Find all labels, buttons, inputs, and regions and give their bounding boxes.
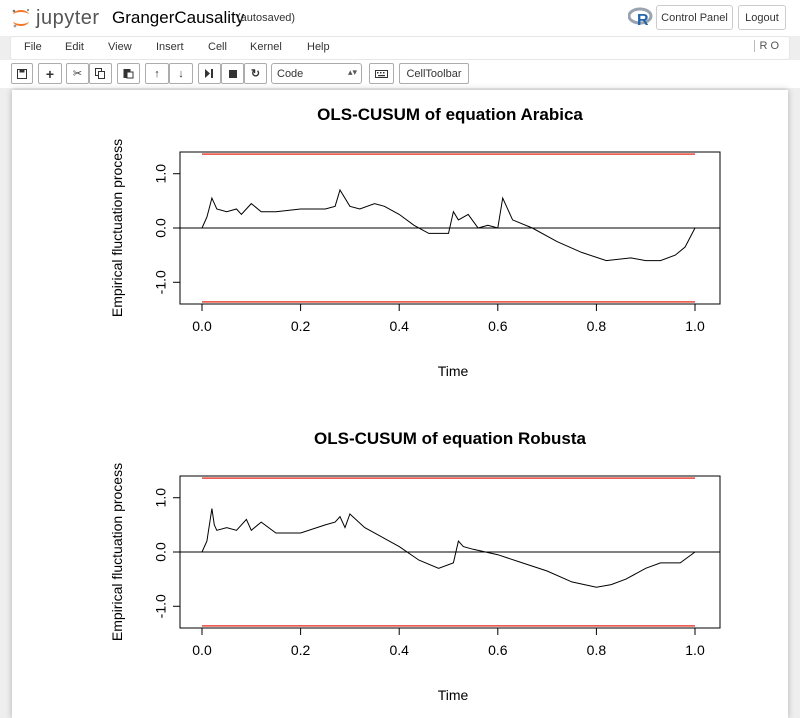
restart-icon: ↻ bbox=[250, 68, 261, 80]
x-tick-label: 0.0 bbox=[192, 318, 212, 334]
chart-title: OLS-CUSUM of equation Arabica bbox=[317, 105, 583, 124]
keyboard-icon bbox=[375, 69, 388, 78]
move-up-icon: ↑ bbox=[154, 67, 160, 80]
control-panel-button[interactable]: Control Panel bbox=[656, 5, 733, 30]
save-icon bbox=[17, 68, 27, 79]
menu-cell[interactable]: Cell bbox=[208, 41, 227, 53]
restart-button[interactable]: ↻ bbox=[244, 63, 267, 84]
run-icon bbox=[205, 69, 213, 78]
notebook-area: OLS-CUSUM of equation Arabica 0.0 0.2 0.4 0.… bbox=[12, 90, 788, 718]
celltoolbar-button[interactable]: CellToolbar bbox=[399, 63, 469, 84]
header: jupyter GrangerCausality (autosaved) R C… bbox=[0, 0, 800, 36]
menu-file[interactable]: File bbox=[24, 41, 42, 53]
y-tick-label: 1.0 bbox=[153, 488, 169, 508]
chart-1: OLS-CUSUM of equation Robusta 0.0 0.2 0.4 0.… bbox=[109, 429, 721, 703]
y-tick-label: 1.0 bbox=[153, 164, 169, 184]
y-tick-label: 0.0 bbox=[153, 218, 169, 238]
menu-help[interactable]: Help bbox=[307, 41, 330, 53]
copy-icon bbox=[95, 68, 105, 79]
y-axis-label: Empirical fluctuation process bbox=[109, 463, 125, 641]
kernel-indicator: R O bbox=[754, 40, 779, 52]
move-up-button[interactable]: ↑ bbox=[145, 63, 169, 84]
paste-icon bbox=[123, 69, 134, 79]
menu-view[interactable]: View bbox=[108, 41, 132, 53]
x-tick-label: 0.6 bbox=[488, 318, 508, 334]
r-kernel-logo-icon: R bbox=[628, 7, 653, 28]
svg-text:R: R bbox=[637, 12, 649, 28]
select-chevron-icon: ▴▾ bbox=[347, 67, 357, 77]
x-tick-label: 0.2 bbox=[291, 318, 311, 334]
y-axis-label: Empirical fluctuation process bbox=[109, 139, 125, 317]
x-axis-label: Time bbox=[438, 363, 469, 379]
cusum-series-line bbox=[201, 508, 696, 588]
run-button[interactable] bbox=[198, 63, 221, 84]
save-button[interactable] bbox=[11, 63, 33, 84]
x-tick-label: 1.0 bbox=[685, 642, 705, 658]
toolbar: + ✂ ↑ ↓ ↻ Code ▴▾ CellToolbar bbox=[0, 60, 800, 88]
x-tick-label: 0.6 bbox=[488, 642, 508, 658]
x-tick-label: 0.2 bbox=[291, 642, 311, 658]
x-tick-label: 0.4 bbox=[389, 318, 409, 334]
y-tick-label: 0.0 bbox=[153, 542, 169, 562]
x-tick-label: 0.8 bbox=[587, 318, 607, 334]
stop-icon bbox=[228, 69, 237, 78]
move-down-icon: ↓ bbox=[178, 67, 184, 80]
logo-text: jupyter bbox=[36, 6, 100, 29]
copy-button[interactable] bbox=[89, 63, 112, 84]
autosave-status: (autosaved) bbox=[237, 12, 296, 24]
stop-button[interactable] bbox=[221, 63, 244, 84]
paste-button[interactable] bbox=[117, 63, 140, 84]
move-down-button[interactable]: ↓ bbox=[169, 63, 193, 84]
x-tick-label: 0.8 bbox=[587, 642, 607, 658]
keyboard-button[interactable] bbox=[369, 63, 394, 84]
notebook-name[interactable]: GrangerCausality bbox=[112, 8, 245, 27]
cell-type-select[interactable]: Code ▴▾ bbox=[271, 63, 362, 84]
x-tick-label: 0.0 bbox=[192, 642, 212, 658]
chart-0: OLS-CUSUM of equation Arabica 0.0 0.2 0.4 0.… bbox=[109, 105, 721, 379]
cusum-plots: OLS-CUSUM of equation Arabica 0.0 0.2 0.4 0.… bbox=[109, 105, 721, 703]
jupyter-logo[interactable]: jupyter bbox=[10, 5, 100, 31]
y-tick-label: -1.0 bbox=[153, 270, 169, 294]
cusum-series-line bbox=[201, 188, 696, 262]
x-tick-label: 1.0 bbox=[685, 318, 705, 334]
add-cell-icon: + bbox=[45, 65, 55, 82]
menu-kernel[interactable]: Kernel bbox=[250, 41, 282, 53]
cut-button[interactable]: ✂ bbox=[66, 63, 89, 84]
cut-icon: ✂ bbox=[72, 68, 83, 80]
menu-insert[interactable]: Insert bbox=[156, 41, 184, 53]
add-cell-button[interactable]: + bbox=[38, 63, 62, 84]
logout-button[interactable]: Logout bbox=[738, 5, 786, 30]
cell-type-value: Code bbox=[277, 67, 304, 80]
chart-title: OLS-CUSUM of equation Robusta bbox=[314, 429, 587, 448]
jupyter-logo-icon bbox=[12, 9, 29, 28]
x-axis-label: Time bbox=[438, 687, 469, 703]
y-tick-label: -1.0 bbox=[153, 594, 169, 618]
menu-edit[interactable]: Edit bbox=[65, 41, 84, 53]
x-tick-label: 0.4 bbox=[389, 642, 409, 658]
menubar: File Edit View Insert Cell Kernel Help R… bbox=[10, 36, 790, 60]
